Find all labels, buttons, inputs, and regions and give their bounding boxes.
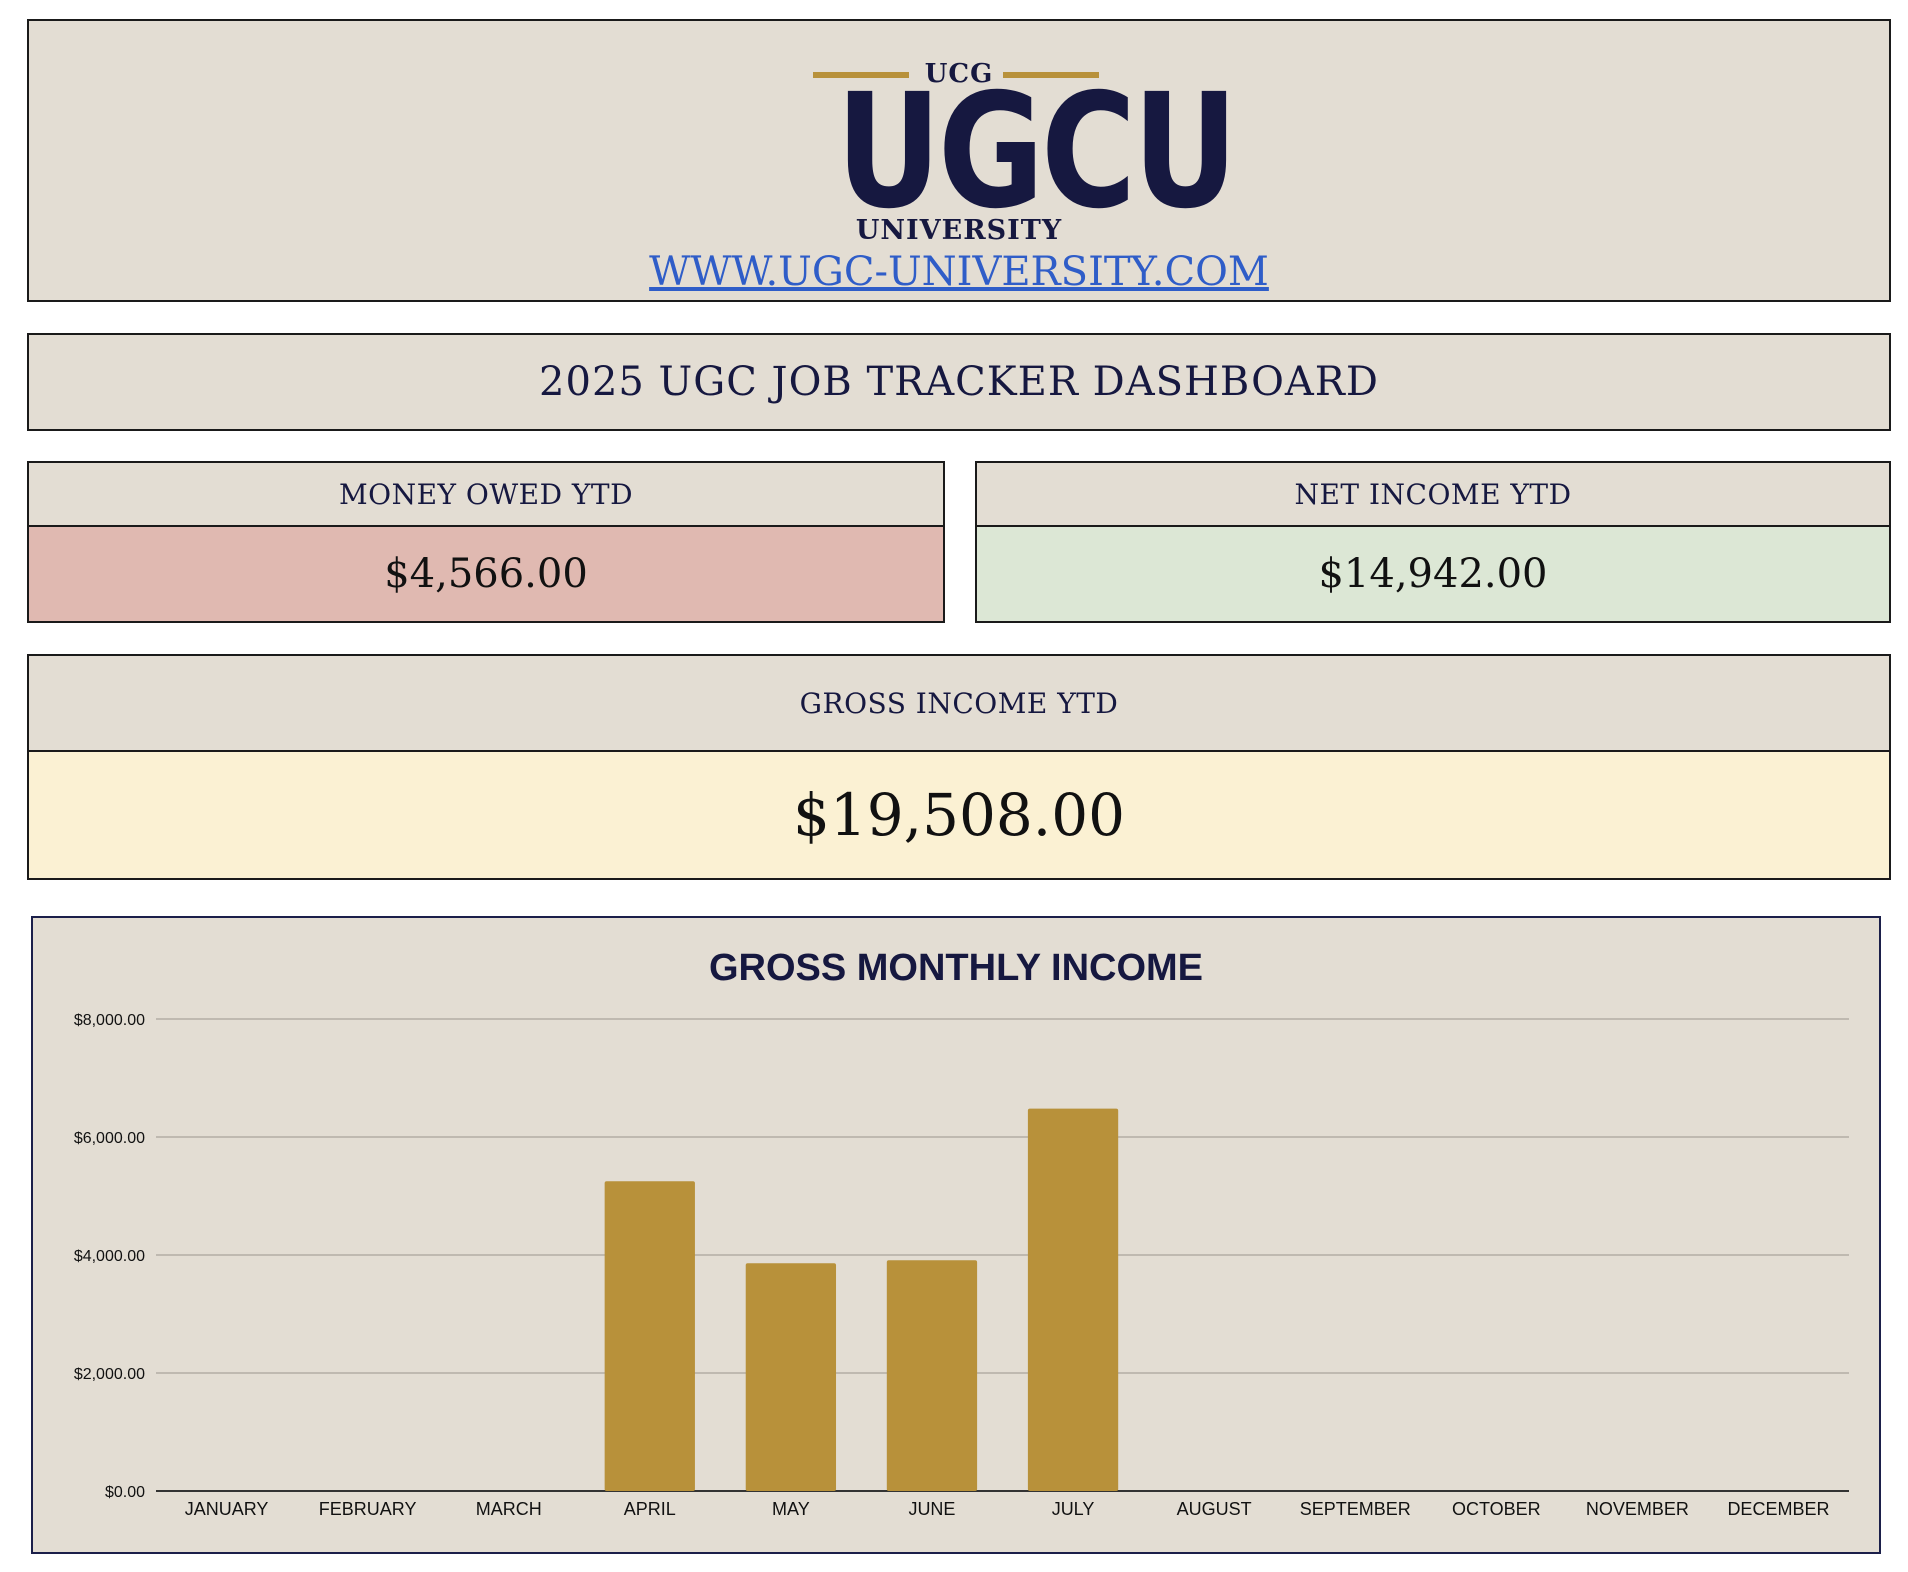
logo-main-text: UGCU (836, 60, 1238, 244)
chart-title: GROSS MONTHLY INCOME (709, 947, 1203, 989)
gross-income-card: GROSS INCOME YTD $19,508.00 (27, 654, 1891, 880)
x-tick-label: OCTOBER (1452, 1499, 1541, 1519)
money-owed-value: $4,566.00 (29, 527, 943, 621)
x-tick-label: JUNE (908, 1499, 955, 1519)
net-income-label: NET INCOME YTD (977, 463, 1889, 527)
net-income-card: NET INCOME YTD $14,942.00 (975, 461, 1891, 623)
x-tick-label: MARCH (476, 1499, 542, 1519)
title-panel: 2025 UGC JOB TRACKER DASHBOARD (27, 333, 1891, 431)
x-tick-label: DECEMBER (1727, 1499, 1829, 1519)
x-tick-label: APRIL (624, 1499, 676, 1519)
y-tick-label: $6,000.00 (74, 1130, 145, 1147)
website-link[interactable]: WWW.UGC-UNIVERSITY.COM (649, 249, 1269, 295)
money-owed-card: MONEY OWED YTD $4,566.00 (27, 461, 945, 623)
x-tick-label: AUGUST (1177, 1499, 1252, 1519)
gross-income-label: GROSS INCOME YTD (29, 656, 1889, 752)
y-tick-label: $4,000.00 (74, 1248, 145, 1265)
ugcu-logo: UCG UGCU UNIVERSITY (809, 39, 1238, 246)
gross-monthly-income-chart: GROSS MONTHLY INCOME $0.00 $2,000.00 $4,00… (31, 916, 1881, 1554)
logo-panel: UCG UGCU UNIVERSITY WWW.UGC-UNIVERSITY.C… (27, 19, 1891, 302)
x-tick-label: SEPTEMBER (1300, 1499, 1411, 1519)
x-tick-label: NOVEMBER (1586, 1499, 1689, 1519)
y-tick-label: $2,000.00 (74, 1366, 145, 1383)
dashboard-title: 2025 UGC JOB TRACKER DASHBOARD (539, 359, 1379, 405)
bar-july (1027, 1108, 1119, 1491)
logo-sub-text: UNIVERSITY (855, 215, 1063, 246)
bar-april (604, 1181, 695, 1491)
bar-may (745, 1263, 837, 1491)
logo-gold-line-left (813, 72, 909, 78)
y-tick-label: $0.00 (105, 1484, 145, 1501)
x-tick-label: JULY (1052, 1499, 1095, 1519)
gross-income-value: $19,508.00 (29, 752, 1889, 878)
net-income-value: $14,942.00 (977, 527, 1889, 621)
logo-gold-line-right (1003, 72, 1099, 78)
x-tick-label: JANUARY (185, 1499, 269, 1519)
x-tick-label: FEBRUARY (319, 1499, 417, 1519)
money-owed-label: MONEY OWED YTD (29, 463, 943, 527)
bar-june (886, 1260, 978, 1491)
y-tick-label: $8,000.00 (74, 1012, 145, 1029)
x-tick-label: MAY (772, 1499, 810, 1519)
chart-svg: GROSS MONTHLY INCOME $0.00 $2,000.00 $4,00… (74, 947, 1849, 1519)
logo-small-text: UCG (924, 59, 994, 89)
